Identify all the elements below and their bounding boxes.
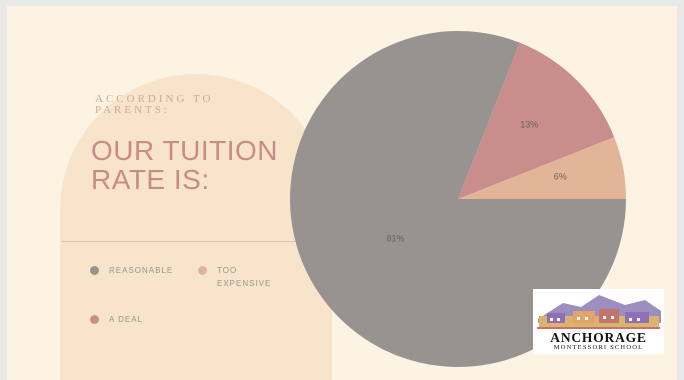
legend-item-a-deal: A DEAL xyxy=(90,313,169,326)
legend-dot xyxy=(198,266,207,275)
legend-dot xyxy=(90,266,99,275)
logo-building-graphic xyxy=(537,295,661,329)
legend-item-reasonable: REASONABLE xyxy=(90,264,174,277)
pie-label-reasonable: 81% xyxy=(386,233,404,243)
legend-dot xyxy=(90,315,99,324)
logo-wordmark: ANCHORAGE xyxy=(550,330,647,345)
school-logo: ANCHORAGE MONTESSORI SCHOOL xyxy=(533,289,664,354)
legend-label: REASONABLE xyxy=(109,266,174,275)
arch-shape xyxy=(60,74,332,380)
divider xyxy=(62,241,302,242)
pie-label-too-expensive: 6% xyxy=(554,171,567,181)
legend-item-too-expensive: TOO EXPENSIVE xyxy=(198,264,277,290)
pie-label-a-deal: 13% xyxy=(520,120,538,130)
legend-label: TOO EXPENSIVE xyxy=(217,266,272,288)
pie-chart: 81% 6% 13% xyxy=(289,30,626,367)
pie-slice-reasonable xyxy=(289,30,626,367)
slide-heading: OUR TUITION RATE IS: xyxy=(91,135,278,195)
slide: ACCORDING TO PARENTS: OUR TUITION RATE I… xyxy=(7,6,677,380)
pie-slice-a-deal xyxy=(458,42,615,200)
eyebrow-text: ACCORDING TO PARENTS: xyxy=(95,93,214,116)
logo-subtitle: MONTESSORI SCHOOL xyxy=(553,344,644,351)
pie-slice-too-expensive xyxy=(458,137,626,199)
legend-label: A DEAL xyxy=(109,315,144,324)
